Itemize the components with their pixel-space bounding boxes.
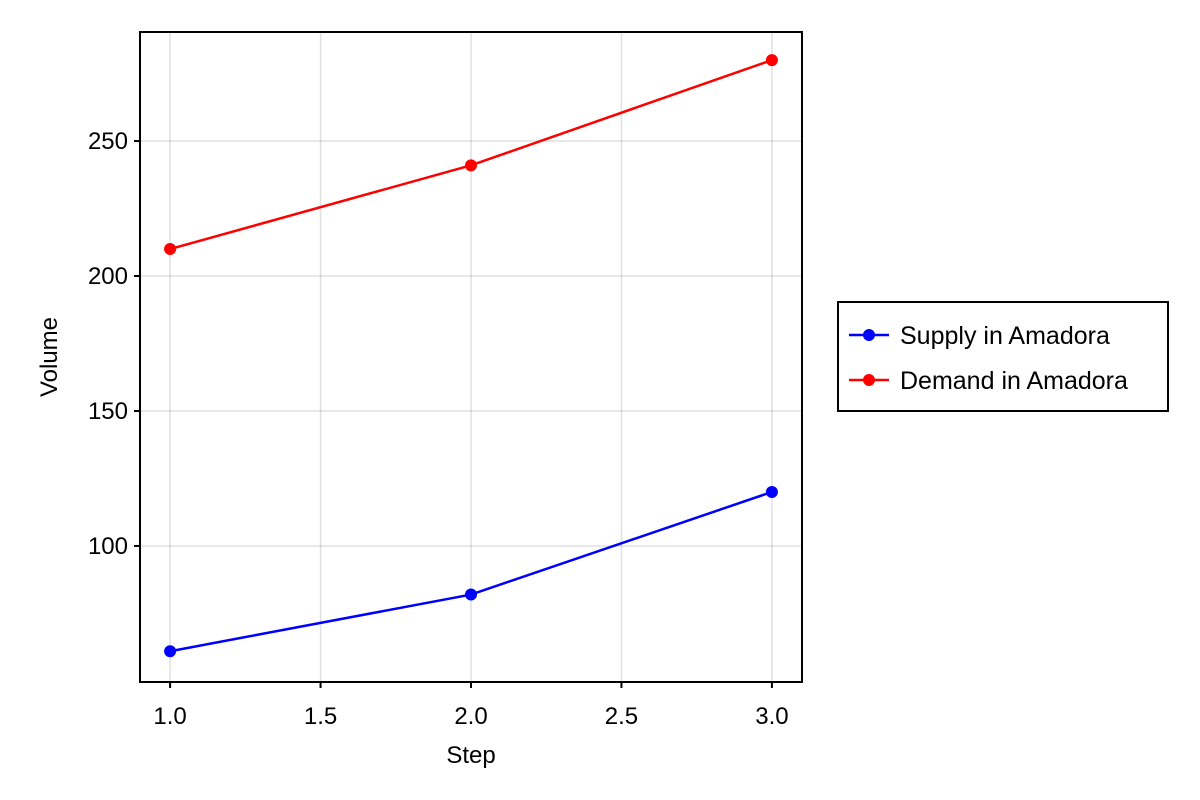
legend-label-supply: Supply in Amadora bbox=[900, 322, 1110, 350]
y-axis-title: Volume bbox=[36, 317, 63, 397]
data-point-demand bbox=[164, 243, 177, 256]
y-axis-ticks: 100 150 200 250 bbox=[88, 128, 140, 560]
legend-swatch-supply-marker bbox=[863, 329, 875, 341]
legend: Supply in Amadora Demand in Amadora bbox=[837, 301, 1169, 412]
data-point-supply bbox=[164, 645, 177, 658]
x-tick-label: 3.0 bbox=[755, 703, 788, 730]
data-point-supply bbox=[465, 588, 477, 601]
y-tick-label: 200 bbox=[88, 263, 128, 290]
x-axis-ticks: 1.0 1.5 2.0 2.5 3.0 bbox=[153, 682, 789, 730]
x-tick-label: 2.5 bbox=[605, 703, 638, 730]
x-tick-label: 2.0 bbox=[454, 703, 487, 730]
legend-box bbox=[837, 301, 1169, 412]
legend-label-demand: Demand in Amadora bbox=[900, 367, 1128, 395]
y-tick-label: 250 bbox=[88, 128, 128, 155]
y-tick-label: 150 bbox=[88, 398, 128, 425]
series-demand bbox=[164, 54, 778, 256]
x-axis-title: Step bbox=[446, 742, 495, 769]
grid bbox=[140, 32, 802, 682]
x-tick-label: 1.0 bbox=[153, 703, 186, 730]
data-point-demand bbox=[465, 159, 477, 172]
legend-entry-demand: Demand in Amadora bbox=[849, 367, 1128, 395]
y-tick-label: 100 bbox=[88, 533, 128, 560]
legend-entry-supply: Supply in Amadora bbox=[849, 322, 1110, 350]
x-tick-label: 1.5 bbox=[304, 703, 337, 730]
series-group bbox=[164, 54, 778, 658]
data-point-supply bbox=[765, 485, 778, 498]
series-supply bbox=[164, 485, 778, 658]
data-point-demand bbox=[765, 54, 778, 67]
legend-swatch-demand-marker bbox=[863, 374, 875, 386]
